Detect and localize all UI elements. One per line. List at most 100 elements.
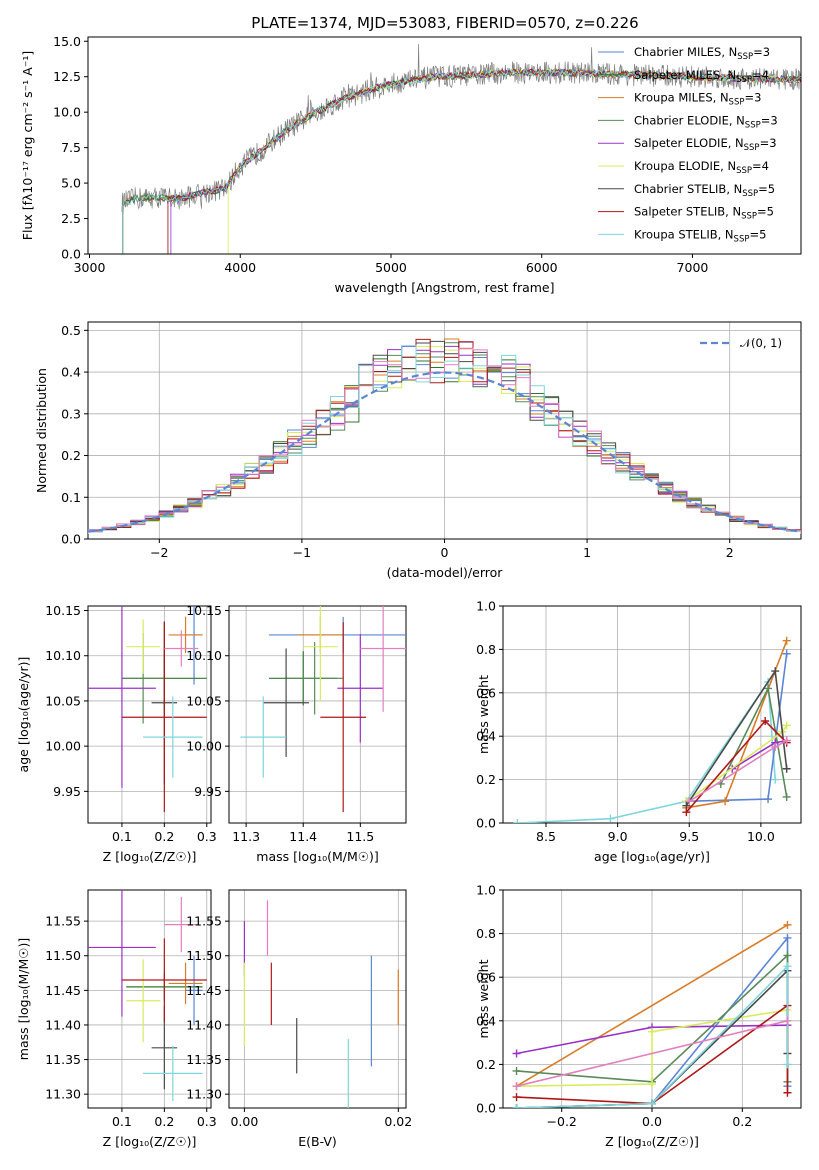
x-axis-label: Z [log₁₀(Z/Z☉)]: [103, 1134, 197, 1149]
x-tick-label: 11.4: [289, 829, 317, 844]
y-tick-label: 11.55: [45, 914, 81, 929]
mass-vs-Z-panel: 0.1 0.2 0.3 11.30 11.35 11.40 11.45 11.50 11.55 Z…: [16, 889, 217, 1149]
y-tick-label: 0.4: [61, 365, 81, 380]
weight-marker: [513, 819, 522, 823]
y-tick-label: 0.6: [476, 970, 496, 985]
weight-marker: [771, 743, 780, 752]
y-tick-label: 0.4: [476, 1013, 496, 1028]
x-tick-label: 0: [441, 545, 449, 560]
x-axis-label: mass [log₁₀(M/M☉)]: [256, 849, 378, 864]
y-tick-label: 0.2: [476, 1057, 496, 1072]
y-tick-label: 11.30: [45, 1087, 81, 1102]
y-tick-label: 0.2: [476, 772, 496, 787]
histogram-pink: [88, 347, 801, 534]
y-tick-label: 0.0: [61, 247, 81, 262]
legend-entry: Kroupa STELIB, NSSP=5: [634, 227, 766, 244]
weight-marker: [782, 764, 791, 773]
x-tick-label: 0.02: [384, 1114, 412, 1129]
y-axis-label: age [log₁₀(age/yr)]: [16, 657, 31, 773]
y-tick-label: 0.8: [476, 642, 496, 657]
residuals-legend: 𝒩(0, 1): [700, 336, 782, 350]
weight-marker: [512, 1104, 521, 1108]
x-tick-label: −1: [293, 545, 311, 560]
x-tick-label: 0.2: [154, 1114, 174, 1129]
axes-frame: [502, 889, 802, 1109]
weight-marker: [782, 636, 791, 645]
y-axis-label: Normed distribution: [34, 368, 49, 493]
weight-lines: [512, 920, 792, 1108]
figure-title: PLATE=1374, MJD=53083, FIBERID=0570, z=0…: [251, 14, 638, 32]
y-tick-label: 0.2: [61, 448, 81, 463]
legend-entry: Chabrier STELIB, NSSP=5: [634, 182, 775, 199]
x-tick-label: 8.5: [536, 829, 556, 844]
y-tick-label: 11.45: [45, 983, 81, 998]
y-tick-label: 9.95: [194, 784, 222, 799]
x-tick-label: 3000: [74, 260, 106, 275]
y-tick-label: 0.4: [476, 729, 496, 744]
y-tick-label: 11.30: [186, 1087, 222, 1102]
legend-entry: Kroupa ELODIE, NSSP=4: [634, 159, 769, 176]
weight-marker: [764, 684, 773, 693]
weight-marker: [606, 814, 615, 823]
y-tick-label: 12.5: [53, 69, 81, 84]
legend-entry: Chabrier ELODIE, NSSP=3: [634, 113, 778, 130]
weight-marker: [512, 1082, 521, 1091]
x-tick-label: 0.0: [642, 1114, 662, 1129]
y-tick-label: 0.0: [476, 816, 496, 831]
x-axis-label: wavelength [Angstrom, rest frame]: [334, 280, 554, 295]
y-axis-label: mass weight: [476, 675, 491, 754]
x-tick-label: 9.0: [608, 829, 628, 844]
weight-marker: [682, 808, 691, 817]
y-axis-label: Flux [fλ10⁻¹⁷ erg cm⁻² s⁻¹ A⁻¹]: [20, 51, 35, 240]
weight-marker: [782, 649, 791, 658]
model-line-chabrier-stelib: [122, 68, 801, 254]
x-tick-label: 0.2: [732, 1114, 752, 1129]
weight-marker: [764, 795, 773, 804]
weight-line-kroupa-elodie: [516, 1009, 788, 1087]
x-tick-label: 0.00: [230, 1114, 258, 1129]
histograms: [88, 338, 801, 534]
error-bars: [243, 900, 399, 1108]
x-tick-label: 0.2: [154, 829, 174, 844]
y-tick-label: 11.35: [186, 1052, 222, 1067]
y-tick-label: 10.05: [186, 693, 222, 708]
normal-reference-curve: [88, 371, 801, 533]
x-tick-label: 1: [583, 545, 591, 560]
age-vs-Z-panel: 0.1 0.2 0.3 9.95 10.00 10.05 10.10 10.15 Z [log₁…: [16, 603, 217, 864]
axes-frame: [228, 889, 407, 1109]
x-tick-label: 11.3: [232, 829, 260, 844]
legend-entry: Chabrier MILES, NSSP=3: [634, 45, 770, 62]
y-tick-label: 0.6: [476, 685, 496, 700]
x-tick-label: 11.5: [346, 829, 374, 844]
y-tick-label: 11.45: [186, 983, 222, 998]
y-tick-label: 1.0: [476, 883, 496, 898]
x-tick-label: 0.3: [197, 829, 217, 844]
error-bars: [88, 606, 207, 813]
x-tick-label: 10.0: [747, 829, 775, 844]
y-tick-label: 10.05: [45, 693, 81, 708]
y-tick-label: 10.00: [186, 739, 222, 754]
weight-marker: [783, 920, 792, 929]
weight-marker: [648, 1080, 656, 1089]
legend-entry: Salpeter STELIB, NSSP=5: [634, 205, 774, 222]
y-tick-label: 11.55: [186, 914, 222, 929]
spectrum-panel: 3000 4000 5000 6000 7000 0.0 2.5 5.0 7.5 10.0 12.5…: [20, 34, 802, 295]
axes-frame: [502, 605, 802, 824]
y-tick-label: 0.0: [61, 532, 81, 547]
weight-marker: [783, 1088, 792, 1097]
axes-frame: [87, 321, 802, 540]
x-tick-label: −0.2: [547, 1114, 577, 1129]
mass-weight-vs-age-panel: 8.5 9.0 9.5 10.0 0.0 0.2 0.4 0.6 0.8 1.0 age [log₁…: [476, 599, 802, 864]
legend-entry: Salpeter ELODIE, NSSP=3: [634, 136, 777, 153]
y-tick-label: 11.50: [186, 948, 222, 963]
spectrum-lines: [121, 43, 801, 254]
weight-marker: [783, 933, 792, 942]
y-tick-label: 0.1: [61, 490, 81, 505]
x-tick-label: 2: [726, 545, 734, 560]
weight-marker: [512, 1066, 521, 1075]
x-tick-label: 0.1: [112, 829, 132, 844]
weight-marker: [685, 797, 694, 806]
y-tick-label: 0.0: [476, 1101, 496, 1116]
model-line-kroupa-stelib: [122, 68, 801, 254]
